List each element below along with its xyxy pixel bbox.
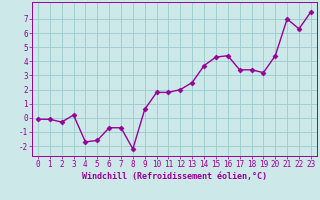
X-axis label: Windchill (Refroidissement éolien,°C): Windchill (Refroidissement éolien,°C) xyxy=(82,172,267,181)
